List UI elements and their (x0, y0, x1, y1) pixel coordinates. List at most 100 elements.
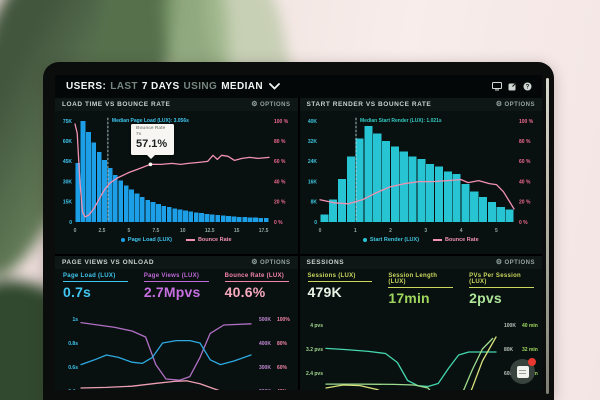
chat-fab-button[interactable] (510, 358, 536, 384)
svg-text:5: 5 (494, 228, 497, 234)
svg-text:60 %: 60 % (274, 159, 286, 165)
svg-text:Median Page Load (LUX): 3.056s: Median Page Load (LUX): 3.056s (112, 118, 189, 124)
svg-text:100%: 100% (277, 317, 290, 323)
options-button[interactable]: ⚙ OPTIONS (495, 259, 535, 266)
svg-text:0: 0 (314, 220, 317, 226)
gear-icon: ⚙ (251, 101, 258, 108)
panel-sessions: SESSIONS ⚙ OPTIONS Sessions (LUX) 479K S… (299, 256, 543, 390)
svg-text:8K: 8K (310, 200, 317, 206)
gear-icon: ⚙ (495, 101, 503, 108)
metric-row: Page Load (LUX) 0.7s Page Views (LUX) 2.… (55, 269, 298, 302)
svg-text:80K: 80K (504, 347, 514, 353)
svg-text:0 %: 0 % (519, 220, 528, 226)
svg-text:500K: 500K (259, 317, 271, 323)
svg-text:40 %: 40 % (519, 179, 531, 185)
options-button[interactable]: ⚙ OPTIONS (495, 101, 535, 108)
metric-row: Sessions (LUX) 479K Session Length (LUX)… (300, 269, 543, 308)
svg-text:2: 2 (389, 228, 392, 234)
svg-text:?: ? (526, 85, 530, 91)
share-icon[interactable] (508, 82, 517, 91)
legend-dot-icon (362, 238, 367, 242)
svg-text:0.8s: 0.8s (68, 341, 78, 347)
svg-text:1: 1 (353, 228, 356, 234)
svg-text:80 %: 80 % (274, 139, 286, 145)
svg-text:24K: 24K (307, 159, 317, 165)
last-label: LAST (110, 81, 138, 92)
metric-session-length: Session Length (LUX) 17min (380, 271, 461, 308)
options-button[interactable]: ⚙ OPTIONS (251, 101, 291, 108)
svg-text:75K: 75K (63, 119, 73, 125)
svg-text:17.5: 17.5 (259, 228, 269, 234)
start-render-chart: 40K 32K 24K 16K 8K 0 100 % 80 % 60 % 40 % 20 % 0 % 0… (307, 117, 534, 234)
svg-text:15K: 15K (63, 200, 73, 206)
load-time-chart: 75K 60K 45K 30K 15K 0 100 % 80 % 60 % 40 % 20 % 0 %… (63, 117, 289, 234)
panel-title: SESSIONS (306, 259, 345, 266)
svg-text:60K: 60K (504, 371, 514, 377)
chevron-down-icon[interactable] (269, 83, 280, 90)
svg-text:12.5: 12.5 (205, 228, 215, 234)
chart-legend: Start Render (LUX) Bounce Rate (300, 234, 543, 246)
chat-icon (516, 365, 529, 378)
panel-load-time: LOAD TIME VS BOUNCE RATE ⚙ OPTIONS 75K 60… (55, 98, 298, 254)
svg-text:60K: 60K (63, 139, 73, 145)
scope-selector[interactable]: USERS: LAST 7 DAYS USING MEDIAN (66, 81, 280, 92)
panel-page-views: PAGE VIEWS VS ONLOAD ⚙ OPTIONS Page Load… (55, 256, 298, 390)
svg-text:16K: 16K (307, 179, 317, 185)
svg-text:0: 0 (318, 228, 321, 234)
svg-text:80%: 80% (277, 341, 288, 347)
help-icon[interactable]: ? (523, 82, 532, 91)
svg-text:0.4s: 0.4s (68, 389, 78, 390)
svg-text:20 %: 20 % (519, 200, 531, 206)
users-label: USERS: (66, 81, 107, 92)
days-label: 7 DAYS (141, 81, 180, 92)
dashboard-screen: USERS: LAST 7 DAYS USING MEDIAN (55, 75, 542, 390)
svg-text:10: 10 (180, 228, 186, 234)
svg-text:2.4 pvs: 2.4 pvs (306, 371, 323, 377)
gear-icon: ⚙ (495, 259, 503, 266)
svg-text:40K: 40K (307, 119, 317, 125)
monitor-icon[interactable] (492, 82, 502, 91)
legend-bounce-rate[interactable]: Bounce Rate (433, 237, 479, 243)
svg-text:40 min: 40 min (522, 323, 538, 329)
svg-text:100K: 100K (504, 323, 516, 329)
svg-text:32 min: 32 min (522, 347, 538, 353)
svg-text:5: 5 (127, 228, 130, 234)
svg-text:0.6s: 0.6s (68, 365, 78, 371)
svg-text:40 %: 40 % (274, 179, 286, 185)
svg-text:15: 15 (234, 228, 240, 234)
legend-page-load[interactable]: Page Load (LUX) (120, 237, 172, 243)
dashboard-header: USERS: LAST 7 DAYS USING MEDIAN (55, 75, 542, 98)
svg-text:60%: 60% (277, 365, 288, 371)
svg-text:7.5: 7.5 (152, 228, 159, 234)
metric-bounce-rate: Bounce Rate (LUX) 40.6% (217, 271, 298, 302)
metric-page-load: Page Load (LUX) 0.7s (55, 271, 136, 302)
page-views-chart: 1s 500K 100% 0.8s 400K 80% 0.6s 300K 60% 0.4s 200K… (68, 317, 290, 390)
legend-dot-icon (120, 238, 125, 242)
svg-text:0: 0 (74, 228, 77, 234)
metric-page-views: Page Views (LUX) 2.7Mpvs (136, 271, 217, 302)
metric-pvs-per-session: PVs Per Session (LUX) 2pvs (461, 271, 542, 308)
panel-start-render: START RENDER VS BOUNCE RATE ⚙ OPTIONS 40… (299, 98, 543, 254)
chart-legend: Page Load (LUX) Bounce Rate (55, 234, 298, 246)
laptop-bezel: USERS: LAST 7 DAYS USING MEDIAN (43, 62, 554, 400)
legend-line-icon (185, 239, 195, 241)
svg-text:400K: 400K (259, 341, 271, 347)
svg-text:2.5: 2.5 (98, 228, 105, 234)
notification-badge (528, 358, 536, 366)
svg-text:30K: 30K (63, 179, 73, 185)
options-button[interactable]: ⚙ OPTIONS (251, 259, 291, 266)
legend-bounce-rate[interactable]: Bounce Rate (185, 237, 232, 243)
panel-title: PAGE VIEWS VS ONLOAD (62, 259, 155, 266)
panel-title: LOAD TIME VS BOUNCE RATE (62, 101, 171, 108)
svg-text:Median Start Render (LUX): 1.0: Median Start Render (LUX): 1.021s (360, 118, 442, 124)
svg-text:3.2 pvs: 3.2 pvs (306, 347, 323, 353)
svg-text:45K: 45K (63, 159, 73, 165)
svg-text:32K: 32K (307, 139, 317, 145)
svg-text:200K: 200K (259, 389, 271, 390)
bounce-rate-tooltip: Bounce Rate 7s 57.1% (131, 124, 175, 160)
svg-text:80 %: 80 % (519, 139, 531, 145)
svg-text:100 %: 100 % (519, 119, 534, 125)
svg-text:4 pvs: 4 pvs (310, 323, 323, 329)
legend-start-render[interactable]: Start Render (LUX) (362, 237, 419, 243)
